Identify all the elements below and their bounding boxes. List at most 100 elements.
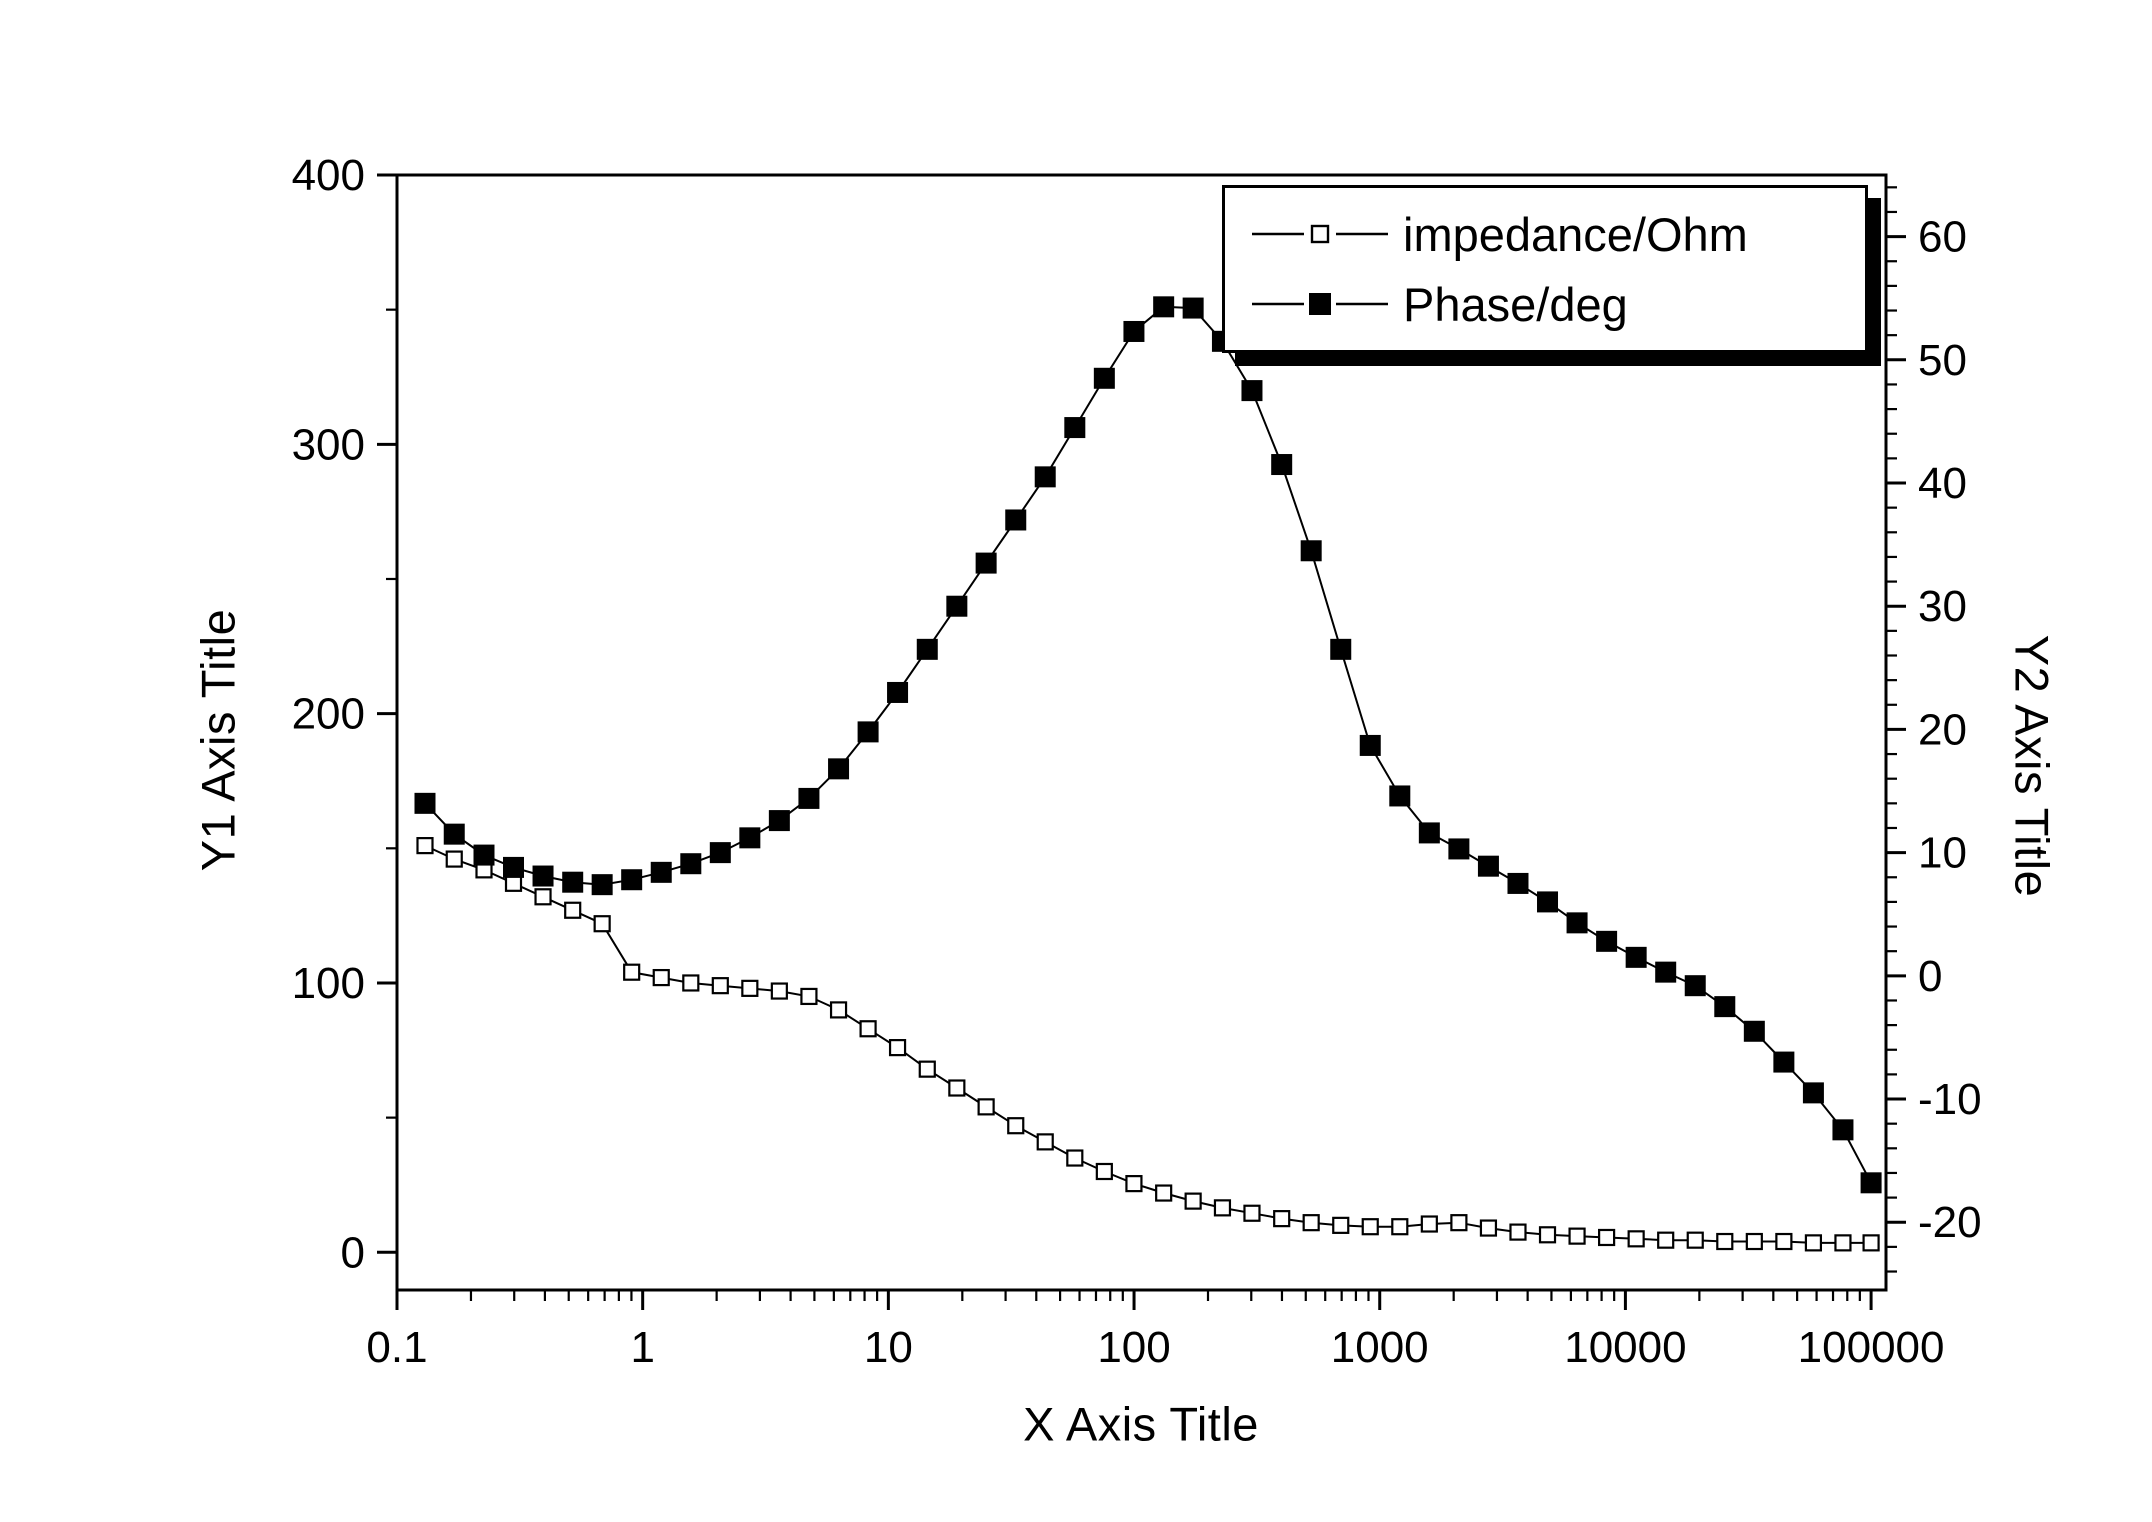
data-point-marker: [798, 787, 820, 809]
data-point-marker: [1330, 638, 1352, 660]
data-point-marker: [1538, 1226, 1557, 1244]
tick-labels: 0.1 1 10 100 1000 10000 1000000100200300400-20…: [292, 151, 1982, 1372]
data-point-marker: [1005, 509, 1027, 531]
data-point-marker: [621, 869, 643, 891]
svg-text:0.1: 0.1: [366, 1323, 427, 1372]
filled-square-marker-icon: [1252, 293, 1388, 315]
data-point-marker: [857, 721, 879, 743]
data-point-marker: [1509, 1223, 1527, 1241]
data-point-marker: [1389, 785, 1411, 807]
data-point-marker: [564, 901, 582, 919]
data-point-marker: [1300, 540, 1322, 562]
data-point-marker: [1804, 1234, 1823, 1252]
svg-text:0: 0: [1918, 952, 1942, 1001]
svg-text:400: 400: [292, 151, 365, 200]
data-point-marker: [1391, 1218, 1409, 1236]
data-point-marker: [1213, 1199, 1232, 1217]
data-point-marker: [918, 1060, 936, 1078]
data-point-marker: [1507, 872, 1529, 894]
data-point-marker: [650, 861, 672, 883]
svg-text:10: 10: [1918, 829, 1967, 878]
data-point-marker: [1625, 946, 1647, 968]
data-point-marker: [623, 963, 641, 981]
svg-text:60: 60: [1918, 213, 1967, 262]
data-point-marker: [1420, 1215, 1438, 1233]
data-point-marker: [1657, 1231, 1675, 1249]
data-point-marker: [1684, 975, 1706, 997]
data-point-marker: [1273, 1210, 1291, 1228]
svg-text:100: 100: [292, 959, 365, 1008]
svg-text:0: 0: [341, 1228, 365, 1277]
data-point-marker: [1095, 1162, 1113, 1181]
data-point-marker: [1332, 1216, 1350, 1234]
data-point-marker: [1243, 1204, 1261, 1222]
data-point-marker: [946, 595, 968, 617]
y1-axis-title: Y1 Axis Title: [191, 608, 245, 872]
data-point-marker: [916, 638, 938, 660]
series-impedance-ohm: [416, 837, 1880, 1252]
legend-box: impedance/Ohm Phase/deg: [1222, 185, 1868, 353]
svg-text:40: 40: [1918, 459, 1967, 508]
data-point-marker: [1093, 367, 1115, 389]
data-point-marker: [591, 874, 613, 896]
data-point-marker: [1361, 1218, 1379, 1236]
data-point-marker: [680, 853, 702, 875]
data-point-marker: [1182, 297, 1204, 319]
data-point-marker: [1064, 417, 1086, 439]
data-point-marker: [652, 968, 670, 987]
svg-text:-10: -10: [1918, 1075, 1982, 1124]
data-point-marker: [1418, 822, 1440, 844]
data-point-marker: [1066, 1149, 1084, 1167]
data-point-marker: [1184, 1192, 1202, 1210]
data-point-marker: [1302, 1214, 1320, 1232]
data-point-marker: [1596, 930, 1618, 952]
data-point-marker: [593, 915, 611, 933]
data-point-marker: [770, 982, 788, 1000]
data-point-marker: [1477, 855, 1499, 877]
svg-text:-20: -20: [1918, 1198, 1982, 1247]
data-point-marker: [1271, 454, 1293, 476]
data-point-marker: [1034, 466, 1056, 488]
svg-text:10: 10: [864, 1323, 913, 1372]
data-point-marker: [739, 827, 761, 849]
y2-axis-title: Y2 Axis Title: [2005, 634, 2059, 898]
data-point-marker: [1834, 1234, 1852, 1252]
legend-label-impedance: impedance/Ohm: [1403, 207, 1748, 261]
data-point-marker: [1686, 1231, 1704, 1249]
svg-text:300: 300: [292, 420, 365, 469]
data-point-marker: [887, 681, 909, 703]
data-point-marker: [1155, 1184, 1173, 1202]
data-point-marker: [1007, 1117, 1025, 1135]
data-point-marker: [1716, 1232, 1734, 1251]
open-square-marker-icon: [1252, 224, 1388, 244]
data-point-marker: [416, 837, 434, 855]
data-point-marker: [768, 810, 790, 832]
data-point-marker: [828, 758, 850, 780]
data-point-marker: [800, 987, 818, 1006]
data-point-marker: [1359, 734, 1381, 756]
data-point-marker: [532, 865, 554, 887]
axes: [377, 173, 1906, 1310]
data-point-marker: [562, 871, 584, 893]
svg-text:10000: 10000: [1564, 1323, 1686, 1372]
data-point-marker: [859, 1020, 877, 1038]
data-point-marker: [414, 792, 436, 814]
x-axis-title: X Axis Title: [1023, 1397, 1259, 1451]
data-point-marker: [1153, 296, 1175, 318]
data-point-marker: [1241, 380, 1263, 402]
data-point-marker: [473, 844, 495, 866]
data-point-marker: [1123, 320, 1145, 342]
svg-text:30: 30: [1918, 582, 1967, 631]
data-point-marker: [445, 850, 463, 868]
svg-text:1: 1: [630, 1323, 654, 1372]
data-point-marker: [948, 1079, 966, 1097]
data-point-marker: [1479, 1219, 1498, 1237]
data-point-marker: [534, 888, 552, 906]
data-point-marker: [709, 842, 731, 864]
data-point-marker: [1450, 1214, 1468, 1232]
data-point-marker: [1537, 891, 1559, 913]
data-point-marker: [741, 979, 759, 997]
data-point-marker: [1568, 1227, 1586, 1245]
data-point-marker: [1598, 1228, 1616, 1247]
